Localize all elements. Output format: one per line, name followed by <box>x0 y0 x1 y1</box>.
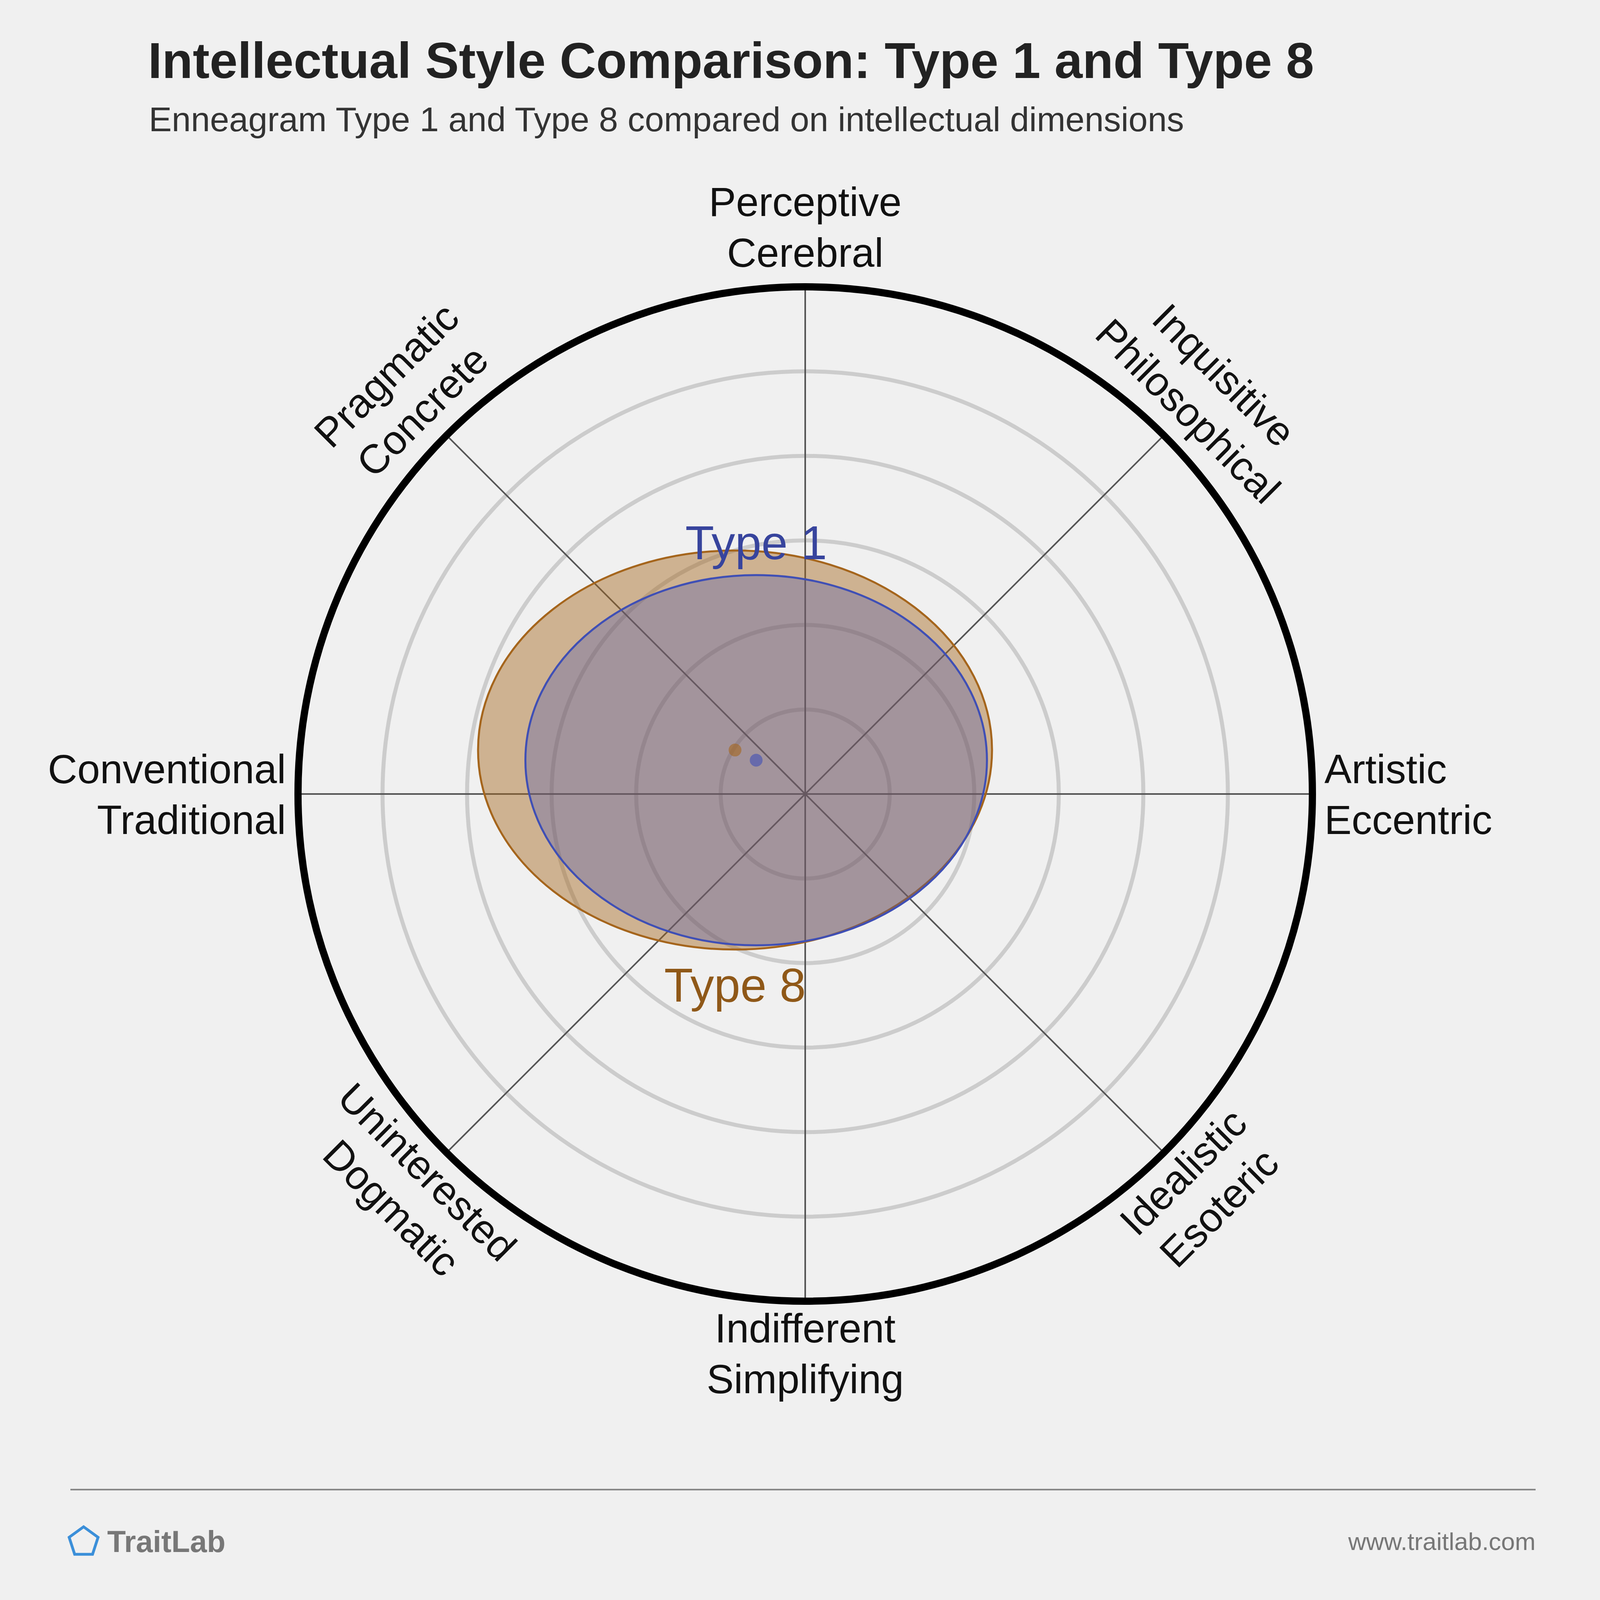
axis-label: IdealisticEsoteric <box>1110 1099 1292 1280</box>
footer-rule <box>70 1488 1536 1491</box>
subtitle: Enneagram Type 1 and Type 8 compared on … <box>148 100 1184 139</box>
center-dot <box>749 753 763 767</box>
axis-label: Conventional Traditional <box>48 746 286 843</box>
outer-ring <box>298 286 1313 1302</box>
axis-label-line: Indifferent <box>714 1305 896 1352</box>
plot-area <box>478 550 992 950</box>
ellipse <box>478 550 992 950</box>
axis-label: UninterestedDogmatic <box>293 1074 525 1306</box>
axis-label-line: Traditional <box>97 797 286 843</box>
axis-label-line: Eccentric <box>1324 797 1492 843</box>
axis-label: IndifferentSimplifying <box>706 1305 904 1402</box>
logo-icon <box>69 1526 98 1555</box>
axis-label-line: Simplifying <box>706 1356 904 1402</box>
axis-label-line: Perceptive <box>708 179 902 225</box>
brand: TraitLab <box>107 1524 226 1559</box>
axis-label: PragmaticConcrete <box>305 294 504 493</box>
series-label: Type 8 <box>664 958 806 1012</box>
axis-label-line: Cerebral <box>726 230 884 276</box>
title: Intellectual Style Comparison: Type 1 an… <box>148 32 1314 89</box>
center-dot <box>728 743 742 757</box>
axis-label: InquisitivePhilosophical <box>1086 274 1325 512</box>
axis-label: Perceptive Cerebral <box>708 179 902 276</box>
background <box>0 0 1600 1600</box>
axis-label: Artistic Eccentric <box>1324 746 1492 843</box>
chart: Intellectual Style Comparison: Type 1 an… <box>0 0 1600 1600</box>
axis-label-line: Esoteric <box>1150 1139 1288 1276</box>
axis-label-line: Conventional <box>48 746 286 792</box>
axis-label-line: Dogmatic <box>314 1130 469 1285</box>
ellipse <box>525 575 987 946</box>
axis-label-line: Artistic <box>1324 746 1447 792</box>
grid <box>298 286 1313 1302</box>
url: www.traitlab.com <box>1347 1527 1536 1556</box>
axis-label-line: Concrete <box>347 336 497 486</box>
series-label: Type 1 <box>685 516 827 570</box>
axis-label-line: Philosophical <box>1086 310 1290 513</box>
